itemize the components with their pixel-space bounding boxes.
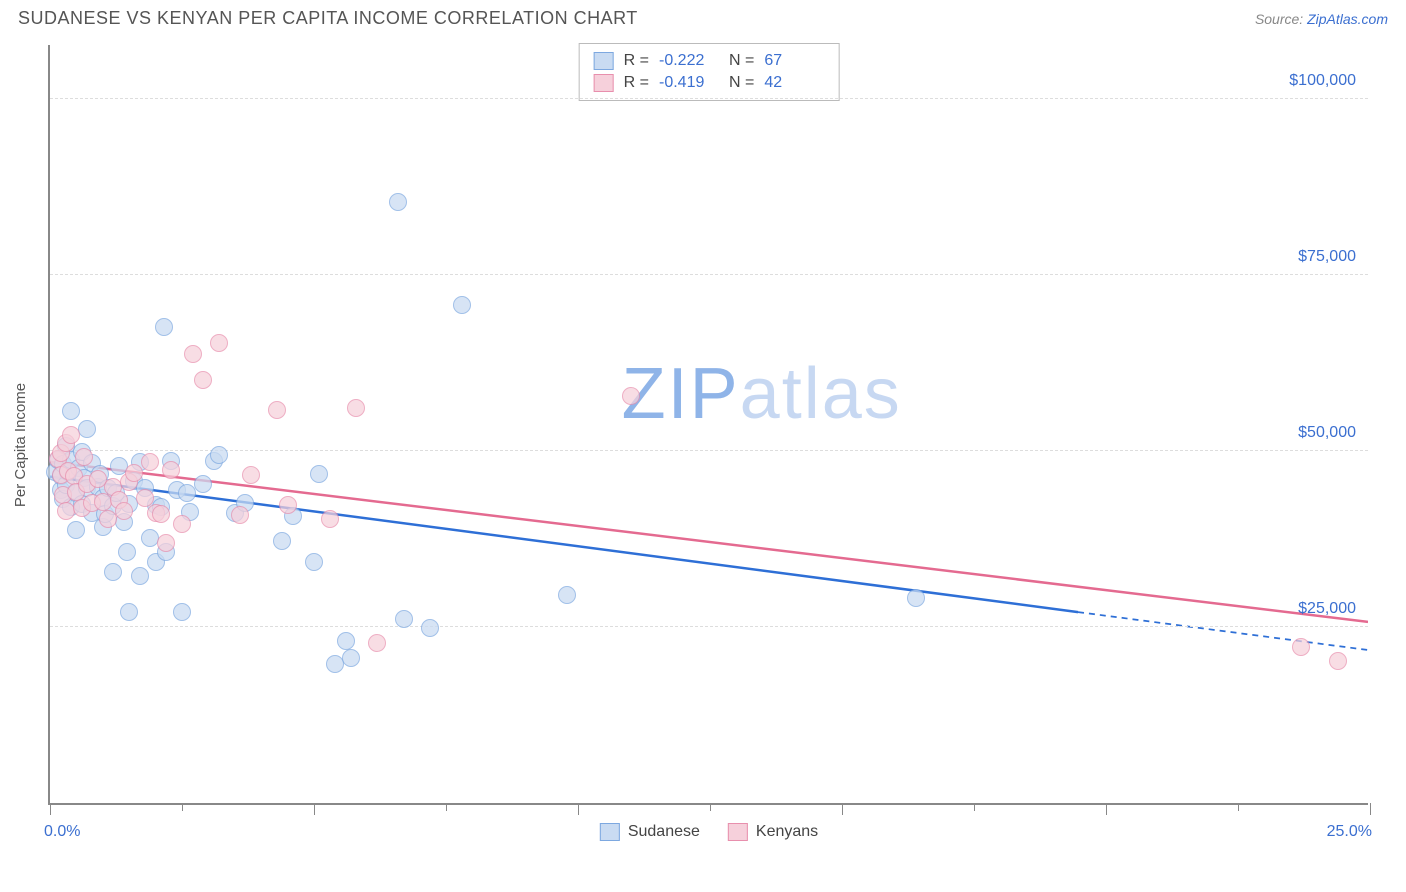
chart-title: SUDANESE VS KENYAN PER CAPITA INCOME COR…	[18, 8, 638, 29]
x-tick	[314, 803, 315, 815]
r-value-sudanese: -0.222	[659, 52, 719, 70]
data-point	[141, 453, 159, 471]
data-point	[62, 402, 80, 420]
x-tick	[1106, 803, 1107, 815]
correlation-legend: R = -0.222 N = 67 R = -0.419 N = 42	[579, 43, 840, 101]
data-point	[453, 296, 471, 314]
data-point	[1292, 638, 1310, 656]
data-point	[368, 634, 386, 652]
y-tick-label: $25,000	[1298, 600, 1356, 618]
x-max-label: 25.0%	[1327, 823, 1372, 841]
data-point	[1329, 652, 1347, 670]
y-axis-label: Per Capita Income	[12, 383, 29, 507]
swatch-kenyans	[728, 823, 748, 841]
legend-item-sudanese: Sudanese	[600, 823, 700, 841]
y-tick-label: $100,000	[1289, 72, 1356, 90]
data-point	[115, 502, 133, 520]
trend-lines	[50, 45, 1368, 803]
plot-region: ZIPatlas R = -0.222 N = 67 R = -0.419 N …	[48, 45, 1368, 805]
data-point	[210, 446, 228, 464]
source-link[interactable]: ZipAtlas.com	[1307, 11, 1388, 27]
gridline	[50, 450, 1368, 451]
x-tick	[842, 803, 843, 815]
r-value-kenyans: -0.419	[659, 74, 719, 92]
data-point	[342, 649, 360, 667]
gridline	[50, 274, 1368, 275]
swatch-sudanese	[594, 52, 614, 70]
data-point	[157, 534, 175, 552]
data-point	[120, 603, 138, 621]
data-point	[907, 589, 925, 607]
data-point	[310, 465, 328, 483]
r-label: R =	[624, 52, 649, 70]
legend-label: Sudanese	[628, 823, 700, 841]
y-tick-label: $75,000	[1298, 248, 1356, 266]
data-point	[184, 345, 202, 363]
x-tick	[710, 803, 711, 811]
data-point	[125, 464, 143, 482]
n-label: N =	[729, 52, 754, 70]
x-tick	[50, 803, 51, 815]
source: Source: ZipAtlas.com	[1255, 11, 1388, 27]
x-tick	[974, 803, 975, 811]
data-point	[242, 466, 260, 484]
data-point	[231, 506, 249, 524]
data-point	[268, 401, 286, 419]
x-tick	[1370, 803, 1371, 815]
legend-label: Kenyans	[756, 823, 818, 841]
series-legend: Sudanese Kenyans	[600, 823, 818, 841]
data-point	[152, 505, 170, 523]
swatch-sudanese	[600, 823, 620, 841]
data-point	[173, 603, 191, 621]
data-point	[273, 532, 291, 550]
n-value-sudanese: 67	[764, 52, 824, 70]
data-point	[194, 371, 212, 389]
n-label: N =	[729, 74, 754, 92]
data-point	[622, 387, 640, 405]
data-point	[104, 563, 122, 581]
data-point	[305, 553, 323, 571]
x-tick	[446, 803, 447, 811]
data-point	[118, 543, 136, 561]
data-point	[337, 632, 355, 650]
data-point	[347, 399, 365, 417]
data-point	[321, 510, 339, 528]
data-point	[194, 475, 212, 493]
n-value-kenyans: 42	[764, 74, 824, 92]
data-point	[210, 334, 228, 352]
data-point	[178, 484, 196, 502]
data-point	[75, 448, 93, 466]
header: SUDANESE VS KENYAN PER CAPITA INCOME COR…	[0, 0, 1406, 35]
y-tick-label: $50,000	[1298, 424, 1356, 442]
swatch-kenyans	[594, 74, 614, 92]
data-point	[558, 586, 576, 604]
chart-area: Per Capita Income ZIPatlas R = -0.222 N …	[0, 35, 1406, 855]
source-prefix: Source:	[1255, 11, 1307, 27]
data-point	[131, 567, 149, 585]
x-tick	[1238, 803, 1239, 811]
legend-row-sudanese: R = -0.222 N = 67	[594, 50, 825, 72]
data-point	[173, 515, 191, 533]
watermark: ZIPatlas	[622, 353, 902, 435]
data-point	[162, 461, 180, 479]
x-tick	[578, 803, 579, 815]
data-point	[421, 619, 439, 637]
data-point	[78, 420, 96, 438]
data-point	[67, 521, 85, 539]
x-tick	[182, 803, 183, 811]
gridline	[50, 626, 1368, 627]
data-point	[389, 193, 407, 211]
data-point	[155, 318, 173, 336]
x-min-label: 0.0%	[44, 823, 80, 841]
data-point	[395, 610, 413, 628]
legend-row-kenyans: R = -0.419 N = 42	[594, 72, 825, 94]
r-label: R =	[624, 74, 649, 92]
data-point	[279, 496, 297, 514]
data-point	[62, 426, 80, 444]
gridline	[50, 98, 1368, 99]
legend-item-kenyans: Kenyans	[728, 823, 818, 841]
